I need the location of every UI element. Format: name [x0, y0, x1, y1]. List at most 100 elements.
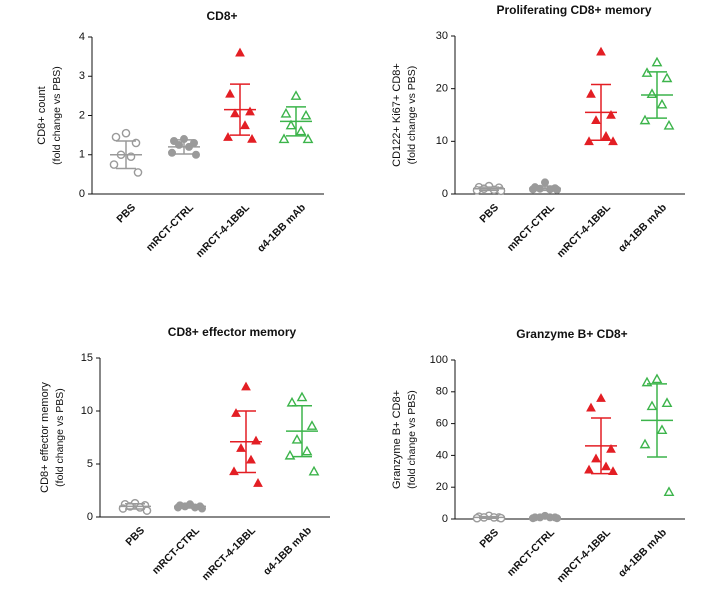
data-point: [301, 445, 313, 456]
x-tick-label: α4-1BB mAb: [255, 202, 308, 255]
x-tick-label: mRCT-CTRL: [505, 526, 558, 579]
data-point: [586, 402, 596, 412]
data-point: [223, 132, 233, 141]
data-point: [608, 466, 618, 476]
y-axis-label: (fold change vs PBS): [51, 66, 63, 165]
data-point: [586, 88, 596, 98]
x-tick-label: mRCT-CTRL: [144, 201, 197, 254]
panel: CD8+ CD8+ count (fold change vs PBS) 0 1 2 3 4 P…: [36, 9, 324, 260]
y-axis-label: Granzyme B+ CD8+: [391, 390, 403, 489]
data-point: [245, 106, 255, 116]
data-point: [606, 109, 616, 119]
y-tick-label: 0: [442, 188, 448, 200]
data-point: [601, 461, 611, 471]
y-tick-label: 40: [436, 449, 448, 461]
data-point: [121, 128, 131, 138]
data-point: [247, 134, 257, 143]
y-tick-label: 20: [436, 481, 448, 493]
x-tick-label: mRCT-4-1BBL: [555, 526, 614, 585]
data-point: [290, 90, 302, 100]
y-tick-label: 30: [436, 30, 448, 42]
x-tick-label: PBS: [123, 525, 147, 549]
y-tick-label: 4: [79, 31, 85, 43]
x-tick-label: α4-1BB mAb: [616, 202, 669, 255]
x-tick-label: PBS: [114, 202, 138, 226]
x-tick-label: α4-1BB mAb: [261, 525, 314, 578]
data-point: [296, 391, 308, 402]
data-point: [241, 381, 251, 391]
chart-title: Proliferating CD8+ memory: [496, 3, 651, 17]
panel: CD8+ effector memory CD8+ effector memory…: [39, 325, 330, 583]
data-point: [135, 503, 145, 512]
data-point: [656, 424, 668, 435]
data-point: [253, 478, 263, 487]
data-point: [596, 46, 606, 56]
data-point: [646, 88, 658, 98]
data-point: [591, 453, 601, 463]
data-point: [191, 150, 200, 159]
data-point: [651, 56, 663, 67]
data-point: [142, 506, 152, 515]
data-point: [596, 393, 606, 402]
data-point: [167, 148, 176, 157]
y-axis-label: (fold change vs PBS): [54, 388, 66, 487]
x-tick-label: α4-1BB mAb: [616, 527, 669, 580]
data-point: [606, 444, 616, 453]
data-point: [639, 114, 651, 125]
data-point: [251, 435, 261, 445]
x-tick-label: PBS: [477, 527, 501, 551]
y-axis-label: (fold change vs PBS): [406, 390, 418, 489]
y-tick-label: 0: [87, 511, 93, 523]
data-point: [661, 397, 673, 407]
data-point: [230, 108, 240, 118]
x-tick-label: mRCT-CTRL: [505, 201, 558, 254]
data-point: [541, 178, 550, 187]
y-tick-label: 100: [430, 354, 448, 366]
data-point: [246, 454, 256, 464]
x-tick-label: mRCT-4-1BBL: [200, 524, 259, 583]
data-point: [109, 160, 119, 169]
y-tick-label: 0: [442, 513, 448, 525]
data-point: [302, 133, 314, 144]
y-tick-label: 20: [436, 83, 448, 95]
y-tick-label: 2: [79, 109, 85, 121]
y-tick-label: 3: [79, 70, 85, 82]
x-tick-label: mRCT-4-1BBL: [555, 201, 614, 260]
chart-title: Granzyme B+ CD8+: [516, 327, 627, 341]
y-axis-label: (fold change vs PBS): [406, 66, 418, 165]
data-point: [584, 464, 594, 474]
y-axis-label: CD8+ count: [36, 86, 48, 144]
data-point: [280, 107, 292, 118]
data-point: [601, 131, 611, 140]
x-tick-label: mRCT-CTRL: [150, 524, 203, 577]
panel: Granzyme B+ CD8+Granzyme B+ CD8+ (fold ch…: [391, 327, 685, 585]
data-point: [651, 373, 663, 384]
data-point: [591, 115, 601, 125]
data-point: [111, 132, 121, 142]
data-point: [231, 408, 241, 417]
y-tick-label: 5: [87, 458, 93, 470]
data-point: [306, 420, 318, 430]
y-tick-label: 1: [79, 149, 85, 161]
data-point: [240, 120, 250, 130]
y-tick-label: 0: [79, 188, 85, 200]
x-tick-label: mRCT-4-1BBL: [194, 201, 253, 260]
data-point: [646, 400, 658, 411]
data-point: [663, 486, 675, 497]
data-point: [661, 72, 673, 83]
y-tick-label: 10: [436, 135, 448, 147]
x-tick-label: PBS: [477, 202, 501, 226]
y-tick-label: 80: [436, 386, 448, 398]
y-tick-label: 15: [81, 352, 93, 364]
data-point: [229, 466, 239, 476]
y-axis-label: CD8+ effector memory: [39, 382, 51, 493]
data-point: [235, 47, 245, 57]
y-tick-label: 10: [81, 405, 93, 417]
data-point: [236, 443, 246, 452]
data-point: [225, 88, 235, 98]
data-point: [285, 119, 297, 130]
y-axis-label: CD122+ Ki67+ CD8+: [391, 63, 403, 167]
data-point: [286, 396, 298, 407]
panel: Proliferating CD8+ memory CD122+ Ki67+ CD…: [391, 3, 685, 260]
